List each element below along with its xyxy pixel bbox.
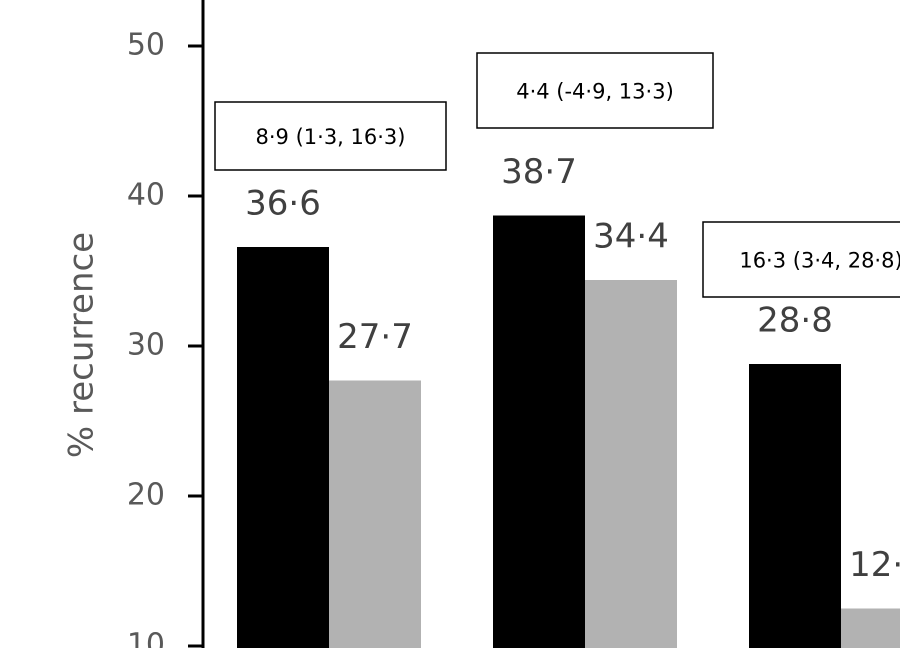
value-label: 12·5 xyxy=(849,545,900,585)
value-label: 38·7 xyxy=(501,152,577,192)
y-axis-title: % recurrence xyxy=(62,232,102,458)
bar xyxy=(841,608,900,648)
y-tick-label: 30 xyxy=(127,328,165,363)
y-tick-label: 20 xyxy=(127,478,165,513)
y-tick-label: 10 xyxy=(127,628,165,648)
value-label: 34·4 xyxy=(593,217,669,257)
annotation: 4·4 (-4·9, 13·3) xyxy=(516,80,674,104)
bar xyxy=(749,364,841,648)
y-tick-label: 50 xyxy=(127,28,165,63)
annotation-box xyxy=(476,52,714,129)
y-tick-label: 40 xyxy=(127,178,165,213)
bar xyxy=(493,215,585,648)
value-label: 36·6 xyxy=(245,184,321,224)
value-label: 28·8 xyxy=(757,301,833,341)
annotation: 8·9 (1·3, 16·3) xyxy=(256,125,406,149)
bar xyxy=(585,280,677,648)
annotation-box xyxy=(702,221,900,298)
annotation: 16·3 (3·4, 28·8) xyxy=(739,249,900,273)
value-label: 27·7 xyxy=(337,317,413,357)
bar xyxy=(237,247,329,648)
annotation-box xyxy=(214,101,447,171)
bar xyxy=(329,380,421,648)
